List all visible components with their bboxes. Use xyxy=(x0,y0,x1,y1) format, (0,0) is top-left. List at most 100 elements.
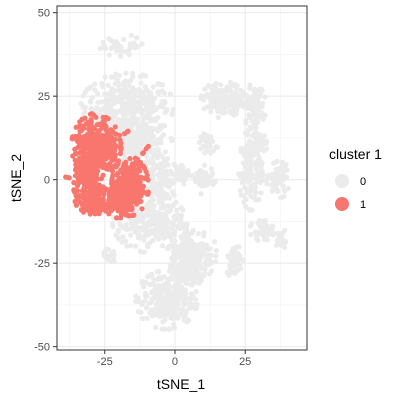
data-point xyxy=(160,205,166,211)
y-tick-label: -25 xyxy=(34,258,50,270)
data-point xyxy=(156,173,162,179)
data-point xyxy=(212,259,219,265)
data-point xyxy=(116,81,122,87)
data-point xyxy=(205,93,212,99)
legend-title: cluster 1 xyxy=(329,146,382,162)
data-point xyxy=(96,211,102,217)
data-point xyxy=(202,150,208,156)
legend-entry-1: 1 xyxy=(329,193,366,217)
data-point xyxy=(129,93,135,99)
data-point xyxy=(222,105,228,111)
axis-ticks xyxy=(53,12,246,354)
legend: cluster 1 0 1 xyxy=(329,146,382,217)
data-point xyxy=(150,237,156,243)
data-point xyxy=(130,168,136,174)
data-point xyxy=(159,326,165,332)
data-point xyxy=(188,249,194,255)
data-point xyxy=(74,164,80,170)
data-point xyxy=(240,91,246,97)
data-point xyxy=(103,186,109,192)
data-point xyxy=(161,163,167,169)
data-point xyxy=(217,97,223,103)
data-point xyxy=(248,231,254,238)
data-point xyxy=(260,218,267,225)
data-point xyxy=(133,109,139,115)
data-point xyxy=(90,191,97,197)
data-point xyxy=(220,110,226,116)
data-point xyxy=(108,95,115,101)
data-point xyxy=(247,126,253,132)
data-point xyxy=(142,136,148,142)
data-point xyxy=(173,290,179,296)
data-point xyxy=(160,132,167,138)
data-point xyxy=(172,257,178,263)
data-point xyxy=(274,186,280,192)
data-point xyxy=(157,180,163,186)
data-point xyxy=(106,247,112,253)
data-point xyxy=(87,195,93,201)
data-point xyxy=(171,192,177,198)
legend-label-1: 1 xyxy=(360,199,366,211)
data-point xyxy=(74,195,80,201)
data-point xyxy=(205,83,212,89)
data-point xyxy=(206,135,212,141)
data-point xyxy=(139,302,145,308)
data-point xyxy=(141,165,148,171)
data-point xyxy=(143,146,149,152)
data-point xyxy=(198,277,204,284)
data-point xyxy=(163,108,169,114)
data-point xyxy=(93,175,99,181)
data-point xyxy=(128,220,135,227)
data-point xyxy=(118,215,124,221)
data-point xyxy=(148,217,154,223)
data-point xyxy=(114,172,120,178)
data-point xyxy=(257,222,263,228)
data-point xyxy=(230,262,236,269)
data-point xyxy=(91,125,97,131)
data-point xyxy=(250,152,257,158)
data-point xyxy=(101,253,107,259)
data-point xyxy=(133,159,139,165)
data-point xyxy=(202,143,208,150)
data-point xyxy=(84,138,90,144)
data-point xyxy=(81,203,87,209)
data-point xyxy=(241,193,247,199)
data-point xyxy=(201,106,207,112)
data-point xyxy=(264,176,270,182)
data-point xyxy=(258,190,264,196)
data-point xyxy=(78,100,84,107)
data-point xyxy=(140,315,146,322)
data-point xyxy=(109,156,115,162)
data-point xyxy=(174,252,180,258)
data-point xyxy=(130,212,136,218)
data-point xyxy=(165,218,171,224)
data-point xyxy=(144,115,150,121)
data-point xyxy=(114,197,120,203)
data-point xyxy=(83,121,89,127)
data-point xyxy=(247,85,253,91)
data-point xyxy=(175,225,181,231)
data-point xyxy=(87,211,93,217)
data-point xyxy=(229,94,235,100)
legend-label-0: 0 xyxy=(360,176,366,188)
data-point xyxy=(95,144,101,150)
data-point xyxy=(194,269,200,275)
data-point xyxy=(118,53,124,59)
data-point xyxy=(89,152,95,158)
data-point xyxy=(196,139,202,146)
data-point xyxy=(233,108,239,114)
data-point xyxy=(174,207,180,213)
data-point xyxy=(122,79,128,85)
data-point xyxy=(114,48,120,54)
data-point xyxy=(255,237,261,243)
data-point xyxy=(224,270,230,276)
data-point xyxy=(283,162,289,168)
data-point xyxy=(167,308,173,315)
data-point xyxy=(157,230,163,236)
data-point xyxy=(254,149,260,155)
data-point xyxy=(254,93,260,99)
data-point xyxy=(80,195,86,201)
data-point xyxy=(88,98,94,104)
data-point xyxy=(187,295,193,301)
data-point xyxy=(181,181,187,187)
